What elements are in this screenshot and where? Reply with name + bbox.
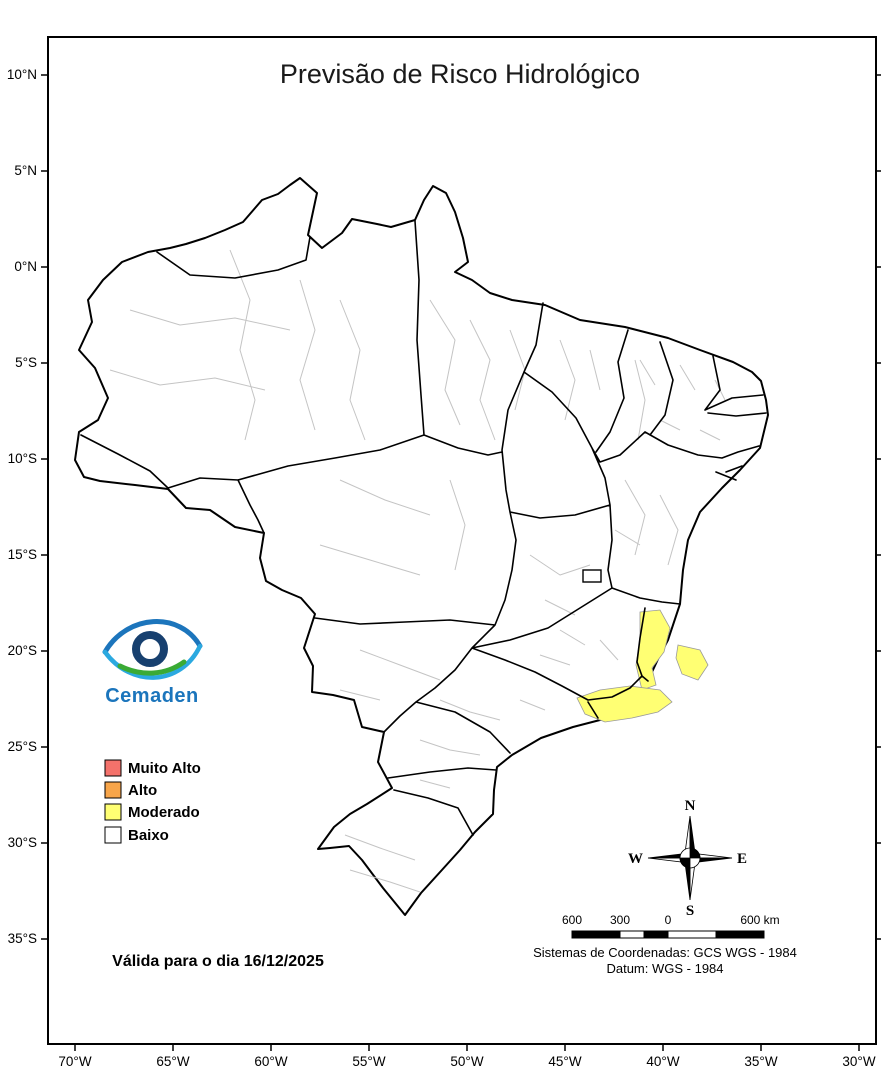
longitude-ticks-bottom <box>74 1044 860 1051</box>
logo-wordmark: Cemaden <box>105 685 199 707</box>
distrito-federal-outline <box>582 569 602 583</box>
coordinate-system-line1: Sistemas de Coordenadas: GCS WGS - 1984 <box>533 945 797 960</box>
lon-label-55w: 55°W <box>352 1054 385 1069</box>
latitude-axis: 10°N 5°N 0°N 5°S 10°S 15°S 20°S 25°S 30°… <box>7 67 37 946</box>
latitude-ticks-right <box>876 74 881 940</box>
longitude-axis: 70°W 65°W 60°W 55°W 50°W 45°W 40°W 35°W … <box>58 1054 875 1069</box>
lon-label-35w: 35°W <box>744 1054 777 1069</box>
compass-letter-e: E <box>737 851 747 867</box>
legend-swatch-muito-alto <box>104 759 122 777</box>
page-title: Previsão de Risco Hidrológico <box>280 59 640 89</box>
lon-label-30w: 30°W <box>842 1054 875 1069</box>
legend-label-moderado: Moderado <box>128 804 200 821</box>
legend-swatch-baixo <box>104 826 122 844</box>
compass-letter-n: N <box>685 798 696 814</box>
coordinate-note: Sistemas de Coordenadas: GCS WGS - 1984 … <box>533 945 797 976</box>
logo-eye-top <box>102 619 203 655</box>
legend-label-baixo: Baixo <box>128 827 169 844</box>
risk-legend: Muito Alto Alto Moderado Baixo <box>104 759 201 844</box>
lon-label-60w: 60°W <box>254 1054 287 1069</box>
compass-hub-quarter-sw <box>679 857 691 869</box>
lat-label-15s: 15°S <box>8 547 37 562</box>
latitude-ticks-left <box>41 74 48 940</box>
legend-swatch-moderado <box>104 803 122 821</box>
lat-label-10s: 10°S <box>8 451 37 466</box>
lat-label-5n: 5°N <box>14 163 37 178</box>
scale-bar-segment <box>715 930 765 939</box>
lon-label-70w: 70°W <box>58 1054 91 1069</box>
lon-label-50w: 50°W <box>450 1054 483 1069</box>
validity-note: Válida para o dia 16/12/2025 <box>112 953 324 970</box>
lon-label-45w: 45°W <box>548 1054 581 1069</box>
legend-swatch-alto <box>104 781 122 799</box>
lat-label-20s: 20°S <box>8 643 37 658</box>
lat-label-30s: 30°S <box>8 835 37 850</box>
legend-label-muito-alto: Muito Alto <box>128 760 201 777</box>
scale-bar-segment <box>643 930 669 939</box>
lon-label-40w: 40°W <box>646 1054 679 1069</box>
scale-label-300: 300 <box>610 913 630 927</box>
risk-region-south-patch <box>576 685 673 723</box>
scale-bar-segment <box>571 930 621 939</box>
lon-label-65w: 65°W <box>156 1054 189 1069</box>
logo-eye-bottom <box>102 643 203 680</box>
country-outline <box>74 177 769 916</box>
lat-label-35s: 35°S <box>8 931 37 946</box>
scale-label-600: 600 <box>562 913 582 927</box>
logo-iris <box>132 631 168 667</box>
compass-rose <box>647 815 733 901</box>
logo-eye-fill <box>105 621 200 678</box>
compass-letter-w: W <box>628 851 643 867</box>
lat-label-25s: 25°S <box>8 739 37 754</box>
scale-bar-segment <box>667 930 717 939</box>
coordinate-system-line2: Datum: WGS - 1984 <box>606 961 723 976</box>
scale-bar: 600 300 0 600 km <box>562 913 780 939</box>
logo-green-swoosh <box>117 659 187 676</box>
legend-label-alto: Alto <box>128 782 157 799</box>
scale-label-600km: 600 km <box>740 913 779 927</box>
compass-letter-s: S <box>686 903 694 919</box>
brazil-map <box>74 177 769 916</box>
compass-hub-quarter-ne <box>689 847 701 859</box>
cemaden-logo: Cemaden <box>102 619 203 707</box>
scale-bar-segment <box>619 930 645 939</box>
risk-regions-moderado <box>576 609 709 723</box>
scale-label-0: 0 <box>665 913 672 927</box>
map-frame <box>47 36 877 1045</box>
lat-label-10n: 10°N <box>7 67 37 82</box>
risk-region-east-patch <box>675 644 709 681</box>
lat-label-0n: 0°N <box>14 259 37 274</box>
lat-label-5s: 5°S <box>15 355 37 370</box>
state-borders <box>80 220 767 836</box>
